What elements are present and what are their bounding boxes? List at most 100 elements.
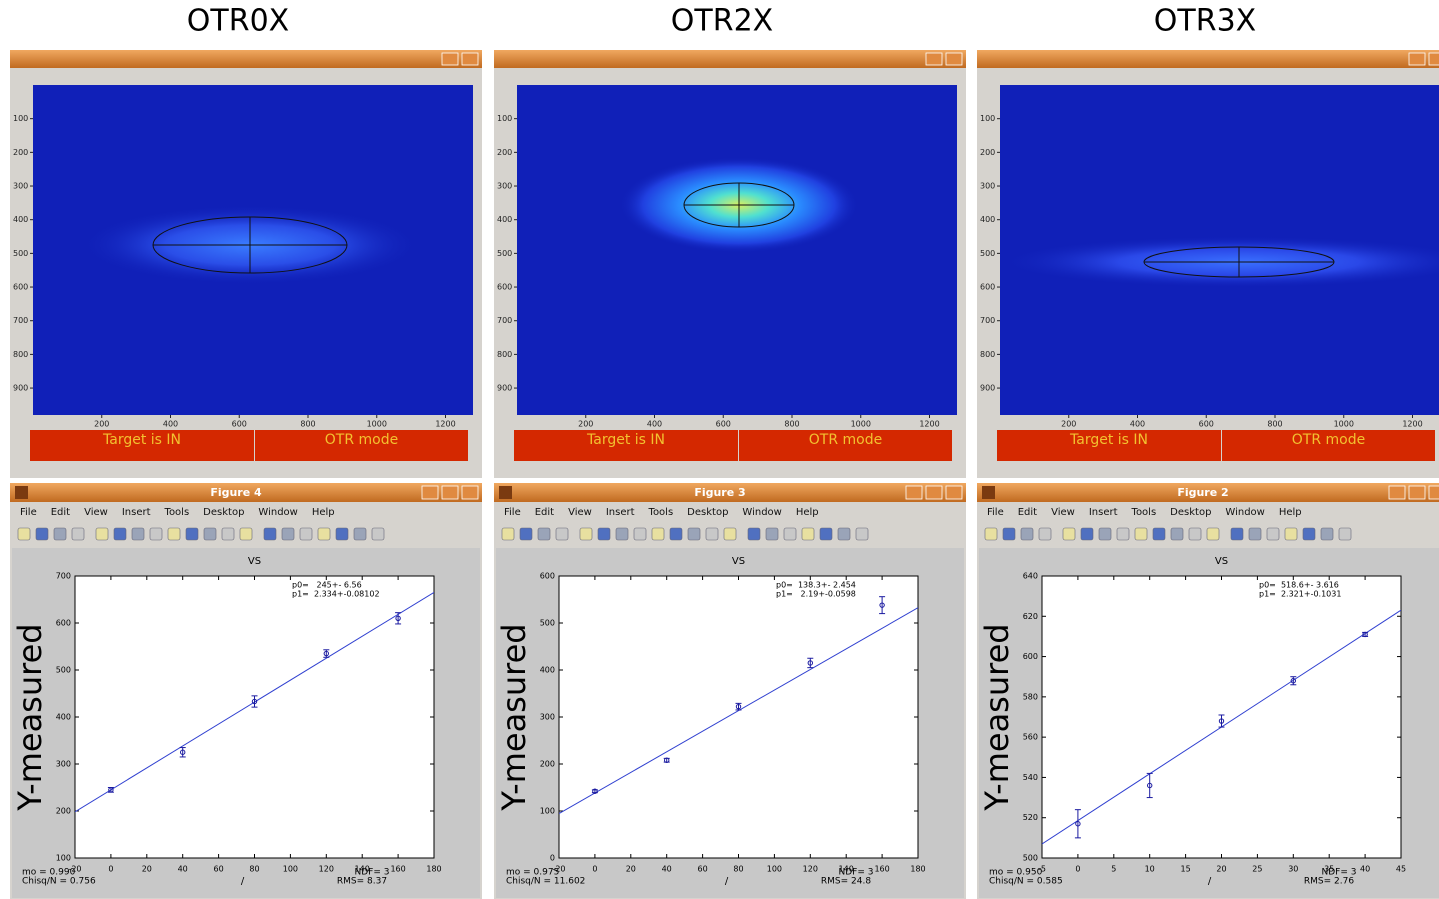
toolbar-button[interactable] — [984, 527, 998, 541]
y-tick-label: 500 — [13, 249, 28, 258]
toolbar-button[interactable] — [1230, 527, 1244, 541]
menu-item[interactable]: Edit — [51, 507, 70, 518]
toolbar-button[interactable] — [317, 527, 331, 541]
toolbar-button[interactable] — [615, 527, 629, 541]
toolbar-button[interactable] — [1248, 527, 1262, 541]
menu-item[interactable]: File — [20, 507, 37, 518]
toolbar-button[interactable] — [1038, 527, 1052, 541]
toolbar-button[interactable] — [1080, 527, 1094, 541]
menu-item[interactable]: Desktop — [687, 507, 728, 518]
menu-item[interactable]: Tools — [648, 507, 674, 518]
menu-item[interactable]: Desktop — [1170, 507, 1211, 518]
toolbar-button[interactable] — [651, 527, 665, 541]
toolbar-button[interactable] — [371, 527, 385, 541]
toolbar-button[interactable] — [501, 527, 515, 541]
toolbar-button[interactable] — [17, 527, 31, 541]
toolbar-button[interactable] — [1002, 527, 1016, 541]
window-button[interactable] — [1428, 485, 1439, 500]
toolbar-button[interactable] — [801, 527, 815, 541]
toolbar-button[interactable] — [1098, 527, 1112, 541]
toolbar-button[interactable] — [597, 527, 611, 541]
menu-item[interactable]: File — [504, 507, 521, 518]
toolbar-button[interactable] — [281, 527, 295, 541]
menu-item[interactable]: Edit — [535, 507, 554, 518]
toolbar-button[interactable] — [1062, 527, 1076, 541]
menu-item[interactable]: Tools — [164, 507, 190, 518]
toolbar-button[interactable] — [669, 527, 683, 541]
menu-item[interactable]: Edit — [1018, 507, 1037, 518]
toolbar-button[interactable] — [1320, 527, 1334, 541]
window-button[interactable] — [461, 485, 479, 500]
toolbar-button[interactable] — [1338, 527, 1352, 541]
toolbar-button[interactable] — [747, 527, 761, 541]
toolbar-button[interactable] — [203, 527, 217, 541]
menu-item[interactable]: Help — [312, 507, 335, 518]
menu-item[interactable]: Tools — [1131, 507, 1157, 518]
toolbar-button[interactable] — [221, 527, 235, 541]
toolbar-button[interactable] — [1134, 527, 1148, 541]
toolbar-button[interactable] — [263, 527, 277, 541]
menu-item[interactable]: Insert — [122, 507, 151, 518]
window-button[interactable] — [925, 485, 943, 500]
menu-item[interactable]: View — [1051, 507, 1075, 518]
toolbar-button[interactable] — [1266, 527, 1280, 541]
window-button[interactable] — [421, 485, 439, 500]
window-button[interactable] — [945, 485, 963, 500]
toolbar-button[interactable] — [819, 527, 833, 541]
toolbar-button[interactable] — [113, 527, 127, 541]
toolbar-button[interactable] — [335, 527, 349, 541]
window-button[interactable] — [945, 52, 963, 66]
toolbar-button[interactable] — [687, 527, 701, 541]
toolbar-button[interactable] — [783, 527, 797, 541]
toolbar-button[interactable] — [299, 527, 313, 541]
toolbar-button[interactable] — [1116, 527, 1130, 541]
toolbar-button[interactable] — [353, 527, 367, 541]
window-button[interactable] — [1408, 485, 1426, 500]
menu-item[interactable]: Insert — [606, 507, 635, 518]
toolbar-button[interactable] — [239, 527, 253, 541]
toolbar-button[interactable] — [1020, 527, 1034, 541]
toolbar-button[interactable] — [705, 527, 719, 541]
window-button[interactable] — [441, 485, 459, 500]
toolbar-button[interactable] — [71, 527, 85, 541]
toolbar-button[interactable] — [53, 527, 67, 541]
toolbar-button[interactable] — [131, 527, 145, 541]
window-button[interactable] — [905, 485, 923, 500]
window-button[interactable] — [441, 52, 459, 66]
toolbar-button[interactable] — [555, 527, 569, 541]
menu-item[interactable]: Window — [742, 507, 781, 518]
menu-item[interactable]: Window — [258, 507, 297, 518]
toolbar-button[interactable] — [95, 527, 109, 541]
toolbar-button[interactable] — [1188, 527, 1202, 541]
toolbar-button[interactable] — [633, 527, 647, 541]
toolbar-button[interactable] — [149, 527, 163, 541]
menu-item[interactable]: File — [987, 507, 1004, 518]
toolbar-button[interactable] — [1302, 527, 1316, 541]
menu-item[interactable]: Window — [1225, 507, 1264, 518]
toolbar-button[interactable] — [837, 527, 851, 541]
toolbar-button[interactable] — [1170, 527, 1184, 541]
toolbar-button[interactable] — [1152, 527, 1166, 541]
toolbar-button[interactable] — [185, 527, 199, 541]
menu-item[interactable]: Desktop — [203, 507, 244, 518]
menu-item[interactable]: Help — [796, 507, 819, 518]
toolbar-button[interactable] — [35, 527, 49, 541]
menu-item[interactable]: Insert — [1089, 507, 1118, 518]
toolbar-button[interactable] — [579, 527, 593, 541]
toolbar-button[interactable] — [1284, 527, 1298, 541]
toolbar-button[interactable] — [537, 527, 551, 541]
window-button[interactable] — [461, 52, 479, 66]
window-button[interactable] — [925, 52, 943, 66]
window-button[interactable] — [1428, 52, 1439, 66]
toolbar-button[interactable] — [765, 527, 779, 541]
toolbar-button[interactable] — [723, 527, 737, 541]
toolbar-button[interactable] — [519, 527, 533, 541]
toolbar-button[interactable] — [855, 527, 869, 541]
window-button[interactable] — [1388, 485, 1406, 500]
toolbar-button[interactable] — [167, 527, 181, 541]
menu-item[interactable]: Help — [1279, 507, 1302, 518]
menu-item[interactable]: View — [84, 507, 108, 518]
menu-item[interactable]: View — [568, 507, 592, 518]
window-button[interactable] — [1408, 52, 1426, 66]
toolbar-button[interactable] — [1206, 527, 1220, 541]
